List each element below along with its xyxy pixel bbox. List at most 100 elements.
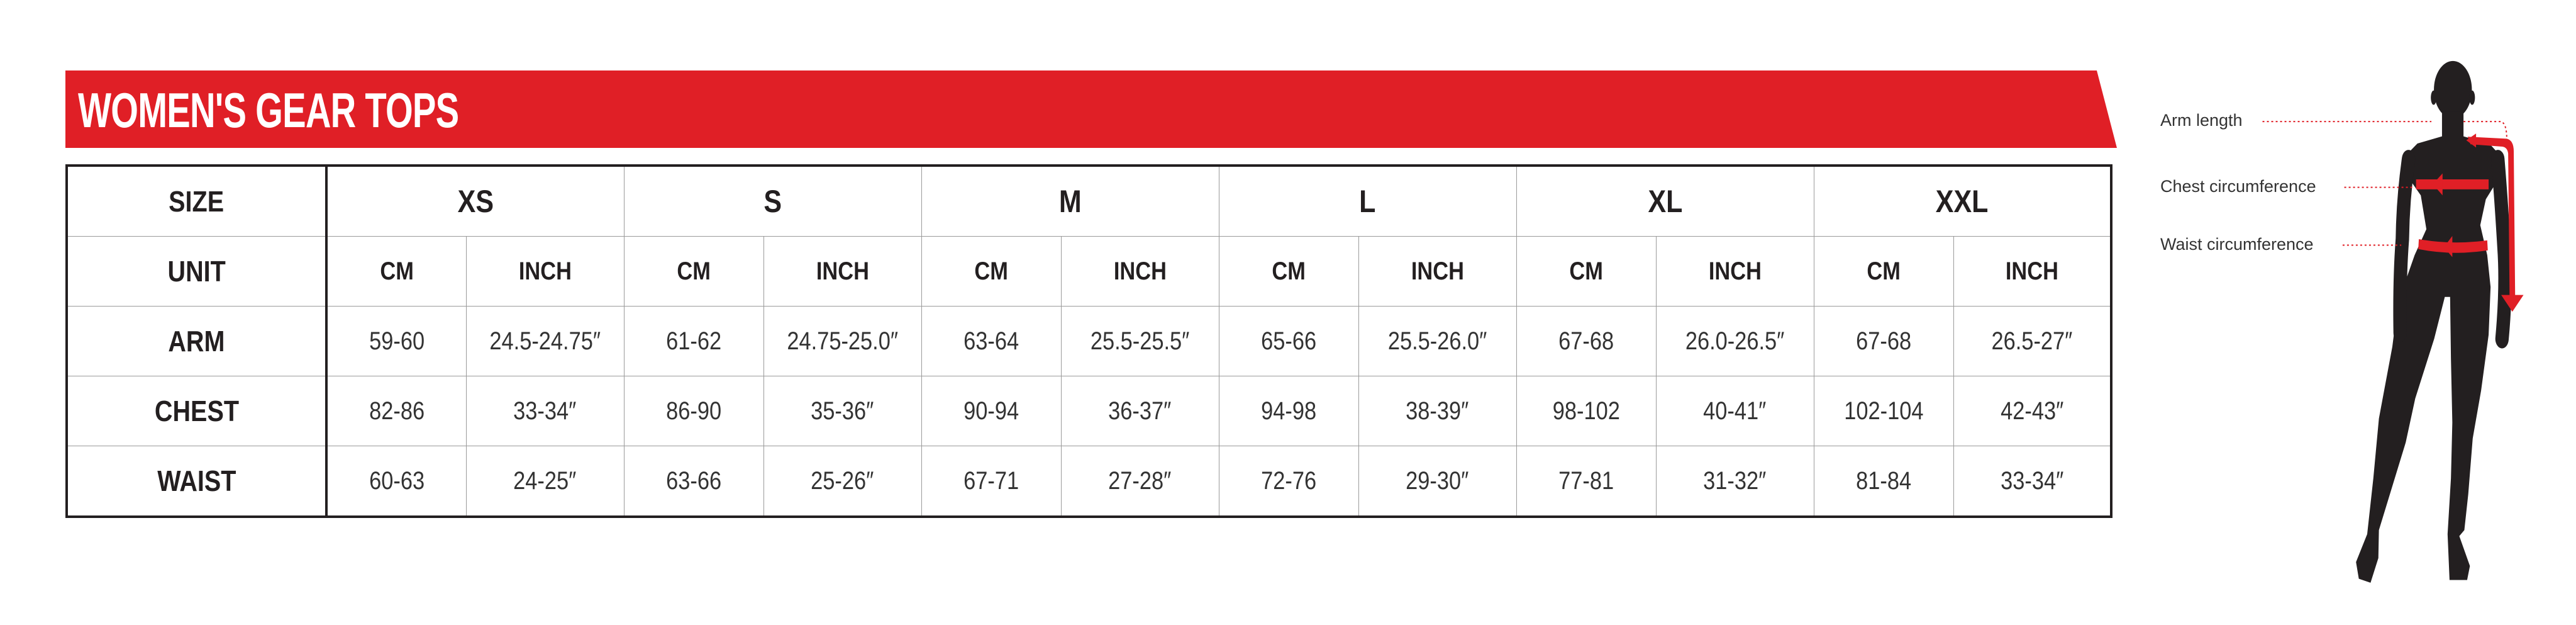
measurement-cell-text: 33-34″ <box>513 397 577 425</box>
torso-legs <box>2356 111 2501 583</box>
arm-arrow <box>2467 137 2516 297</box>
measurement-cell-text: 98-102 <box>1552 397 1620 425</box>
measurement-cell-text: 25.5-26.0″ <box>1387 327 1487 355</box>
measurement-cell-text: 81-84 <box>1856 466 1911 495</box>
row-label: ARM <box>66 306 328 376</box>
measurement-cell: 94-98 <box>1218 376 1359 446</box>
measurement-cell-text: 90-94 <box>963 397 1019 425</box>
unit-cm: CM <box>623 236 764 307</box>
measurement-cell-text: 67-71 <box>963 466 1019 495</box>
measurement-cell-text: 25.5-25.5″ <box>1090 327 1190 355</box>
measurement-cell-text: 67-68 <box>1856 327 1911 355</box>
measurement-cell-text: 42-43″ <box>2000 397 2063 425</box>
size-header-l-text: L <box>1359 184 1376 219</box>
unit-inch: INCH <box>1358 236 1517 307</box>
waist-circumference-label: Waist circumference <box>2160 235 2314 254</box>
measurement-cell: 98-102 <box>1516 376 1657 446</box>
measurement-cell: 29-30″ <box>1358 446 1517 517</box>
measurement-cell-text: 40-41″ <box>1703 397 1767 425</box>
measurement-cell-text: 24.5-24.75″ <box>489 327 601 355</box>
measurement-cell: 31-32″ <box>1655 446 1814 517</box>
measurement-cell: 42-43″ <box>1953 376 2112 446</box>
measurement-cell: 60-63 <box>326 446 467 517</box>
size-header-xxl: XXL <box>1813 165 2112 237</box>
waist-arrow <box>2418 239 2488 253</box>
unit-inch-text: INCH <box>816 257 869 285</box>
size-row-label: SIZE <box>66 165 328 237</box>
measurement-cell-text: 86-90 <box>666 397 721 425</box>
unit-row-label-text: UNIT <box>167 255 226 288</box>
unit-cm-text: CM <box>1569 257 1603 285</box>
title-banner: WOMEN'S GEAR TOPS <box>65 70 2117 148</box>
size-header-xl: XL <box>1516 165 1814 237</box>
row-label: CHEST <box>66 376 328 446</box>
chest-circumference-label: Chest circumference <box>2160 177 2316 196</box>
measurement-cell: 40-41″ <box>1655 376 1814 446</box>
table-row-arm: ARM 59-60 24.5-24.75″ 61-62 24.75-25.0″ 63-64… <box>66 306 2112 376</box>
size-row-label-text: SIZE <box>169 185 225 218</box>
measurement-cell-text: 26.0-26.5″ <box>1685 327 1785 355</box>
measurement-cell-text: 72-76 <box>1261 466 1316 495</box>
size-header-m-text: M <box>1058 184 1082 219</box>
right-arm <box>2491 150 2512 349</box>
head <box>2434 60 2472 119</box>
measurement-cell: 72-76 <box>1218 446 1359 517</box>
size-header-xxl-text: XXL <box>1935 184 1989 219</box>
row-label-text: WAIST <box>157 465 236 497</box>
measurement-cell: 67-68 <box>1516 306 1657 376</box>
measurement-cell: 25-26″ <box>763 446 922 517</box>
measurement-cell-text: 102-104 <box>1843 397 1924 425</box>
measurement-cell-text: 26.5-27″ <box>1991 327 2073 355</box>
row-label: WAIST <box>66 446 328 517</box>
unit-cm-text: CM <box>974 257 1008 285</box>
measurement-cell-text: 29-30″ <box>1406 466 1469 495</box>
unit-inch: INCH <box>1655 236 1814 307</box>
size-header-xl-text: XL <box>1648 184 1682 219</box>
measurement-cell-text: 67-68 <box>1558 327 1614 355</box>
unit-inch-text: INCH <box>1113 257 1167 285</box>
table-row-chest: CHEST 82-86 33-34″ 86-90 35-36″ 90-94 36-37″ 94… <box>66 376 2112 446</box>
unit-header-row: UNIT CM INCH CM INCH CM INCH CM INCH CM INCH CM INCH <box>66 236 2112 307</box>
unit-row-label: UNIT <box>66 236 328 307</box>
measurement-cell-text: 65-66 <box>1261 327 1316 355</box>
size-header-row: SIZE XS S M L XL XXL <box>66 165 2112 237</box>
unit-cm: CM <box>326 236 467 307</box>
measurement-cell: 33-34″ <box>465 376 625 446</box>
unit-cm: CM <box>1813 236 1954 307</box>
measurement-cell: 61-62 <box>623 306 764 376</box>
row-label-text: CHEST <box>154 395 239 427</box>
measurement-cell: 33-34″ <box>1953 446 2112 517</box>
unit-inch: INCH <box>763 236 922 307</box>
measurement-cell: 67-68 <box>1813 306 1954 376</box>
size-header-s-text: S <box>763 184 782 219</box>
measurement-cell: 24.5-24.75″ <box>465 306 625 376</box>
size-header-s: S <box>623 165 922 237</box>
measurement-cell: 81-84 <box>1813 446 1954 517</box>
measurement-cell: 67-71 <box>921 446 1062 517</box>
unit-cm-text: CM <box>379 257 414 285</box>
measurement-cell: 59-60 <box>326 306 467 376</box>
measurement-cell-text: 36-37″ <box>1108 397 1172 425</box>
size-header-xs: XS <box>326 165 625 237</box>
size-chart-table: SIZE XS S M L XL XXL UNIT CM INCH CM INCH CM INCH CM IN… <box>65 164 2112 518</box>
unit-inch-text: INCH <box>2005 257 2058 285</box>
unit-inch-text: INCH <box>518 257 572 285</box>
measurement-cell: 25.5-26.0″ <box>1358 306 1517 376</box>
unit-inch: INCH <box>1060 236 1219 307</box>
size-header-xs-text: XS <box>457 184 494 219</box>
measurement-cell: 63-66 <box>623 446 764 517</box>
measurement-cell: 25.5-25.5″ <box>1060 306 1219 376</box>
unit-cm-text: CM <box>677 257 711 285</box>
measurement-cell: 26.0-26.5″ <box>1655 306 1814 376</box>
silhouette <box>2356 60 2512 583</box>
unit-cm-text: CM <box>1272 257 1306 285</box>
measurement-cell: 77-81 <box>1516 446 1657 517</box>
measurement-cell-text: 82-86 <box>369 397 425 425</box>
unit-cm: CM <box>1218 236 1359 307</box>
unit-cm: CM <box>1516 236 1657 307</box>
table-row-waist: WAIST 60-63 24-25″ 63-66 25-26″ 67-71 27-28″ 72… <box>66 446 2112 517</box>
banner-shape <box>65 70 2117 148</box>
unit-cm: CM <box>921 236 1062 307</box>
measure-lines <box>2263 121 2507 245</box>
measurement-cell: 36-37″ <box>1060 376 1219 446</box>
